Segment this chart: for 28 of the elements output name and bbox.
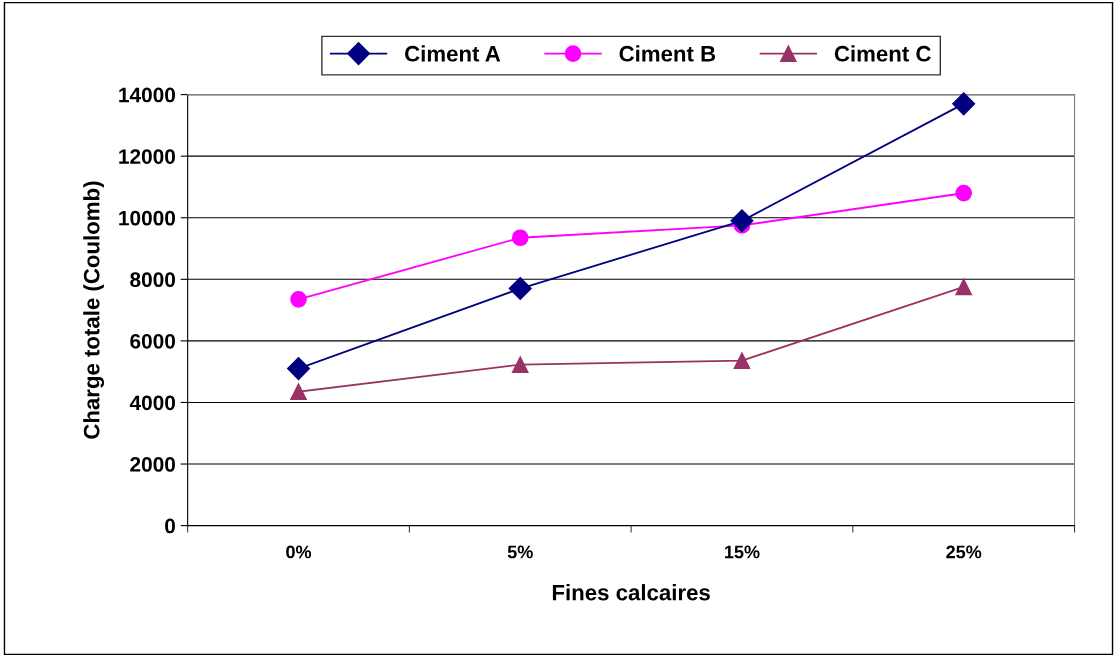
point [511, 356, 529, 373]
legend-label: Ciment C [834, 45, 931, 62]
y-tick-label: 8000 [130, 272, 175, 288]
y-tick-label: 2000 [130, 457, 175, 472]
y-tick-label: 4000 [129, 395, 175, 411]
point [952, 92, 976, 116]
x-tick-label: 5% [507, 545, 533, 559]
point [290, 383, 307, 401]
legend-label: Ciment B [619, 45, 716, 62]
y-tick-label: 10000 [119, 210, 175, 226]
x-tick-label: 15% [725, 545, 760, 559]
x-tick-label: 25% [946, 545, 982, 559]
y-tick-label: 14000 [119, 87, 175, 103]
point [290, 290, 307, 308]
y-tick-label: 0 [165, 518, 175, 534]
y-axis-title: Charge totale (Coulomb) [83, 181, 105, 439]
x-axis-title: Fines calcaires [552, 584, 710, 601]
y-tick-label: 6000 [130, 333, 175, 349]
y-tick-label: 12000 [119, 149, 175, 164]
point [955, 184, 973, 202]
point [287, 357, 311, 381]
x-tick-label: 0% [286, 545, 312, 559]
point [955, 278, 973, 296]
point [730, 209, 754, 233]
point [511, 229, 529, 247]
point [508, 277, 532, 301]
legend-label: Ciment A [405, 45, 501, 62]
point [733, 352, 751, 369]
